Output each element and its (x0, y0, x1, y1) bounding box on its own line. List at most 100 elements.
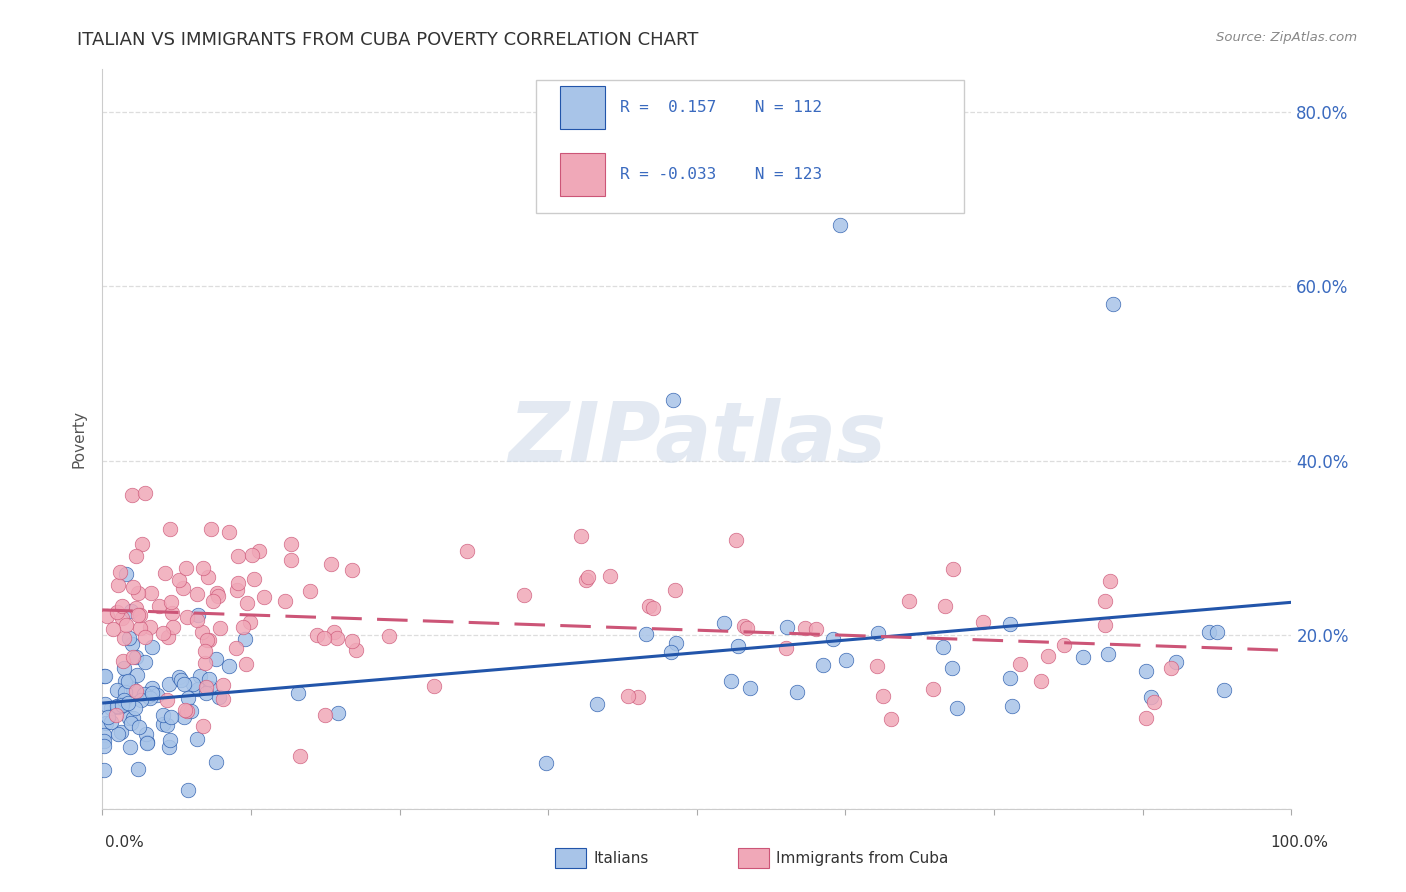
Point (121, 649, 143, 664)
Point (314, 708, 336, 723)
Point (661, 645, 683, 659)
Point (117, 673, 139, 688)
Point (274, 594, 297, 608)
FancyBboxPatch shape (536, 79, 965, 213)
Point (205, 652, 228, 666)
Point (105, 682, 128, 697)
Point (897, 594, 920, 608)
Point (1206, 625, 1229, 640)
Point (125, 549, 148, 563)
Point (921, 681, 943, 696)
Point (194, 686, 217, 700)
Point (111, 698, 134, 712)
Point (569, 528, 592, 542)
Point (93, 734, 115, 748)
Point (105, 698, 128, 713)
Point (127, 607, 149, 622)
Point (110, 565, 132, 579)
Point (111, 599, 134, 613)
Point (664, 582, 686, 597)
Point (942, 562, 965, 576)
Point (1036, 649, 1059, 664)
Point (101, 622, 124, 636)
Point (173, 677, 195, 691)
Point (1160, 661, 1182, 675)
Point (326, 631, 349, 645)
Point (93, 669, 115, 683)
Point (998, 672, 1021, 686)
Point (872, 689, 894, 703)
Point (713, 616, 735, 631)
Point (1008, 657, 1031, 671)
Point (724, 533, 747, 548)
Point (198, 633, 221, 648)
Point (122, 682, 145, 697)
Point (136, 689, 159, 703)
Point (638, 599, 661, 613)
Point (121, 711, 143, 725)
Point (1098, 574, 1121, 589)
Point (111, 611, 134, 625)
Point (172, 582, 194, 596)
Point (94, 716, 117, 731)
Point (423, 680, 446, 694)
Point (127, 762, 149, 776)
Point (720, 674, 742, 689)
Point (305, 628, 328, 642)
Point (191, 625, 214, 640)
Point (946, 701, 969, 715)
Point (112, 661, 135, 675)
Point (94, 697, 117, 711)
Point (132, 687, 155, 701)
Point (226, 549, 249, 563)
Point (290, 748, 312, 763)
Point (120, 715, 142, 730)
Point (665, 636, 688, 650)
Point (129, 692, 152, 706)
Point (321, 558, 343, 572)
Point (211, 691, 233, 706)
Point (218, 658, 240, 673)
Point (775, 641, 797, 656)
Point (141, 640, 163, 654)
Point (634, 627, 657, 641)
Point (513, 588, 536, 602)
Point (1097, 647, 1119, 661)
Point (115, 566, 138, 581)
Point (811, 657, 834, 672)
Text: ZIPatlas: ZIPatlas (508, 398, 886, 479)
Point (157, 631, 180, 645)
Point (157, 739, 180, 754)
Point (616, 689, 638, 703)
Point (118, 740, 141, 755)
Point (125, 650, 148, 665)
Point (153, 566, 176, 580)
Point (139, 691, 162, 706)
Point (174, 703, 197, 717)
Point (208, 621, 231, 635)
Point (162, 620, 184, 634)
Point (134, 486, 156, 500)
Point (187, 681, 209, 696)
Point (125, 668, 148, 682)
Text: Immigrants from Cuba: Immigrants from Cuba (776, 851, 949, 865)
Point (322, 624, 344, 639)
Point (177, 690, 200, 705)
Point (1102, 297, 1125, 311)
Text: R = -0.033    N = 123: R = -0.033 N = 123 (620, 167, 821, 182)
Point (253, 591, 276, 605)
Point (152, 708, 174, 723)
Point (107, 698, 129, 713)
Point (134, 656, 156, 670)
Point (786, 685, 808, 699)
Point (186, 732, 208, 747)
Point (93, 763, 115, 777)
Text: R =  0.157    N = 112: R = 0.157 N = 112 (620, 100, 821, 115)
Point (934, 599, 956, 613)
Point (159, 522, 181, 536)
Point (107, 699, 129, 714)
Point (121, 488, 143, 502)
Point (129, 608, 152, 623)
Text: 0.0%: 0.0% (105, 836, 145, 850)
Point (586, 697, 609, 711)
